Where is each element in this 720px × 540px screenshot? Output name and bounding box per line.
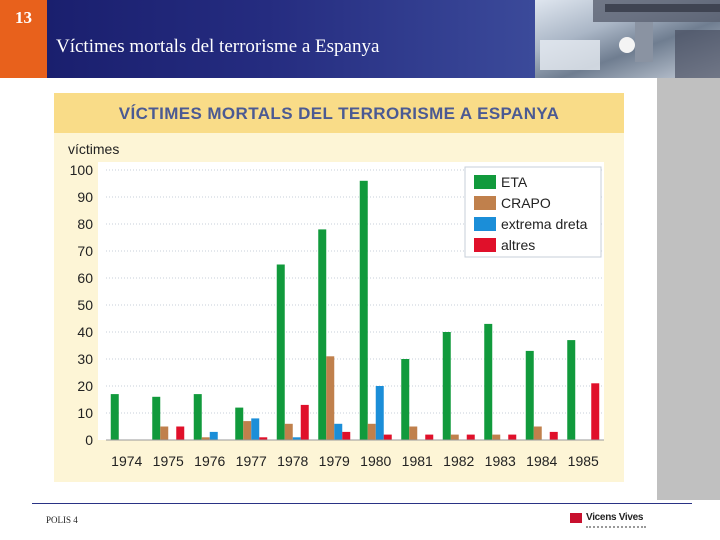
legend-swatch [474, 217, 496, 231]
x-tick-label: 1975 [153, 453, 184, 469]
x-tick-label: 1974 [111, 453, 142, 469]
y-tick-label: 0 [85, 432, 93, 448]
bar-altres [300, 404, 309, 440]
bar-eta [525, 350, 534, 440]
bar-extrema-dreta [375, 386, 384, 440]
bar-altres [508, 434, 517, 440]
legend-label: CRAPO [501, 195, 551, 211]
y-tick-label: 30 [77, 351, 93, 367]
y-tick-label: 40 [77, 324, 93, 340]
bar-eta [359, 180, 368, 441]
chart-panel: VÍCTIMES MORTALS DEL TERRORISME A ESPANY… [54, 93, 624, 482]
publisher-name: Vicens Vives [586, 512, 644, 523]
x-tick-label: 1980 [360, 453, 391, 469]
x-tick-label: 1983 [485, 453, 516, 469]
bar-altres [549, 431, 558, 440]
bar-eta [276, 264, 285, 440]
x-tick-label: 1985 [568, 453, 599, 469]
bar-altres [466, 434, 475, 440]
bar-altres [342, 431, 351, 440]
bar-eta [567, 340, 576, 440]
footer-label: POLIS 4 [46, 515, 78, 525]
bar-extrema-dreta [251, 418, 260, 440]
x-tick-label: 1982 [443, 453, 474, 469]
publisher-logo: Vicens Vives [570, 512, 650, 536]
legend-label: altres [501, 237, 535, 253]
bar-eta [110, 394, 119, 440]
bar-altres [383, 434, 392, 440]
x-tick-label: 1979 [319, 453, 350, 469]
bar-altres [259, 437, 268, 440]
y-tick-label: 60 [77, 270, 93, 286]
x-tick-label: 1981 [402, 453, 433, 469]
bar-crapo [492, 434, 501, 440]
y-axis-label: víctimes [68, 141, 119, 157]
y-tick-label: 70 [77, 243, 93, 259]
bar-eta [235, 407, 244, 440]
x-tick-label: 1978 [277, 453, 308, 469]
legend-label: ETA [501, 174, 528, 190]
y-tick-label: 90 [77, 189, 93, 205]
x-tick-label: 1976 [194, 453, 225, 469]
bar-crapo [450, 434, 459, 440]
bar-altres [425, 434, 434, 440]
y-tick-label: 10 [77, 405, 93, 421]
right-side-bar [657, 78, 720, 500]
y-tick-label: 20 [77, 378, 93, 394]
x-tick-label: 1984 [526, 453, 557, 469]
legend-swatch [474, 196, 496, 210]
y-tick-label: 80 [77, 216, 93, 232]
bar-eta [318, 229, 327, 440]
chart-title: VÍCTIMES MORTALS DEL TERRORISME A ESPANY… [118, 104, 560, 123]
bar-crapo [284, 423, 293, 440]
chart-title-bar: VÍCTIMES MORTALS DEL TERRORISME A ESPANY… [54, 93, 624, 133]
bar-crapo [533, 426, 542, 440]
bar-extrema-dreta [334, 423, 343, 440]
y-tick-label: 100 [70, 162, 94, 178]
legend-label: extrema dreta [501, 216, 588, 232]
header-bar: Víctimes mortals del terrorisme a Espany… [47, 0, 535, 78]
bar-eta [193, 394, 202, 440]
bar-crapo [367, 423, 376, 440]
bar-eta [442, 332, 451, 440]
bar-extrema-dreta [292, 437, 301, 440]
bar-crapo [243, 421, 252, 440]
bar-crapo [160, 426, 169, 440]
bar-eta [401, 359, 410, 440]
bar-crapo [201, 437, 210, 440]
legend-swatch [474, 175, 496, 189]
space-station-image [540, 0, 720, 78]
chart-svg: víctimes 0 10 20 30 40 50 60 70 80 90 100 1974 1975 1… [68, 141, 604, 469]
slide-number: 13 [0, 0, 47, 78]
bar-crapo [409, 426, 418, 440]
bar-altres [591, 383, 600, 440]
bar-eta [484, 323, 493, 440]
bar-eta [152, 396, 161, 440]
bar-altres [176, 426, 185, 440]
footer-divider [32, 503, 692, 504]
bar-extrema-dreta [209, 431, 218, 440]
bar-crapo [326, 356, 335, 440]
x-tick-label: 1977 [236, 453, 267, 469]
publisher-tagline [586, 526, 646, 528]
header-photo [535, 0, 720, 78]
legend-swatch [474, 238, 496, 252]
publisher-mark-icon [570, 513, 582, 523]
slide-title: Víctimes mortals del terrorisme a Espany… [56, 36, 380, 57]
y-tick-label: 50 [77, 297, 93, 313]
